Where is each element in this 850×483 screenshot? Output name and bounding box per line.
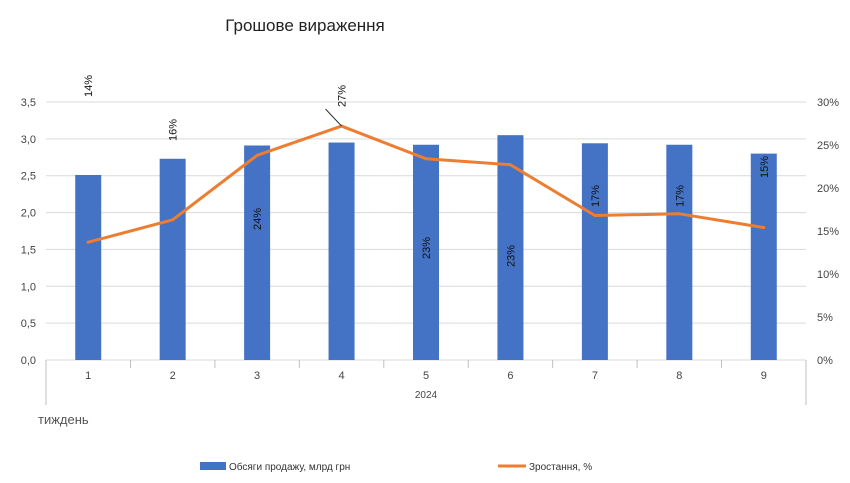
x-tick-label: 6	[507, 370, 513, 382]
line-point	[593, 214, 597, 218]
y-right-tick-label: 0%	[817, 355, 833, 367]
line-point	[508, 163, 512, 167]
x-tick-label: 8	[676, 370, 682, 382]
data-label: 24%	[252, 208, 264, 230]
data-label: 16%	[168, 119, 180, 141]
x-tick-label: 5	[423, 370, 429, 382]
line-series	[86, 124, 766, 244]
data-label: 23%	[421, 237, 433, 259]
bar	[159, 158, 186, 360]
bar	[750, 153, 777, 360]
x-tick-label: 4	[338, 370, 344, 382]
y-right-tick-label: 15%	[817, 226, 839, 238]
bar	[75, 174, 102, 360]
right-axis-ticks: 0% 5% 10% 15% 20% 25% 30%	[817, 97, 839, 367]
data-label: 23%	[505, 245, 517, 267]
line-point	[171, 218, 175, 222]
x-tick-label: 2	[170, 370, 176, 382]
left-axis-ticks: 0,0 0,5 1,0 1,5 2,0 2,5 3,0 3,5	[21, 97, 36, 367]
x-caption: тиждень	[38, 412, 89, 427]
legend-label-bar: Обсяги продажу, млрд грн	[229, 461, 350, 473]
y-left-tick-label: 1,0	[21, 281, 36, 293]
data-label: 27%	[337, 85, 349, 107]
y-right-tick-label: 25%	[817, 140, 839, 152]
x-axis: 1 2 3 4 5 6 7 8 9	[45, 360, 807, 405]
data-label: 17%	[674, 185, 686, 207]
x-group-label: 2024	[415, 390, 438, 401]
data-label: 17%	[590, 185, 602, 207]
y-left-tick-label: 0,0	[21, 355, 36, 367]
x-tick-label: 3	[254, 370, 260, 382]
y-left-tick-label: 2,0	[21, 208, 36, 220]
line-point	[255, 153, 259, 157]
data-labels: 14% 16% 24% 27% 23% 23% 17% 17% 15%	[83, 75, 771, 267]
y-left-tick-label: 3,5	[21, 97, 36, 109]
line-point	[677, 212, 681, 216]
bar	[413, 144, 439, 360]
bar	[497, 135, 524, 360]
bar	[244, 145, 271, 360]
x-tick-label: 7	[592, 370, 598, 382]
data-label: 14%	[83, 75, 95, 97]
bar	[666, 144, 693, 360]
x-tick-label: 1	[85, 370, 91, 382]
legend-swatch-bar	[200, 462, 226, 470]
chart-title: Грошове вираження	[225, 16, 385, 35]
y-right-tick-label: 20%	[817, 183, 839, 195]
line-point	[86, 240, 90, 244]
line-point	[762, 226, 766, 230]
y-left-tick-label: 3,0	[21, 134, 36, 146]
data-label: 15%	[759, 156, 771, 178]
y-right-tick-label: 5%	[817, 312, 833, 324]
line-point	[424, 157, 428, 161]
legend: Обсяги продажу, млрд грн Зростання, %	[200, 461, 592, 473]
bar	[581, 143, 608, 360]
y-left-tick-label: 0,5	[21, 318, 36, 330]
y-left-tick-label: 2,5	[21, 171, 36, 183]
y-right-tick-label: 10%	[817, 269, 839, 281]
bar	[328, 142, 355, 360]
y-right-tick-label: 30%	[817, 97, 839, 109]
x-tick-label: 9	[761, 370, 767, 382]
bar-series	[75, 135, 777, 360]
y-left-tick-label: 1,5	[21, 244, 36, 256]
label-leader-line	[325, 108, 342, 127]
legend-label-line: Зростання, %	[529, 462, 592, 473]
